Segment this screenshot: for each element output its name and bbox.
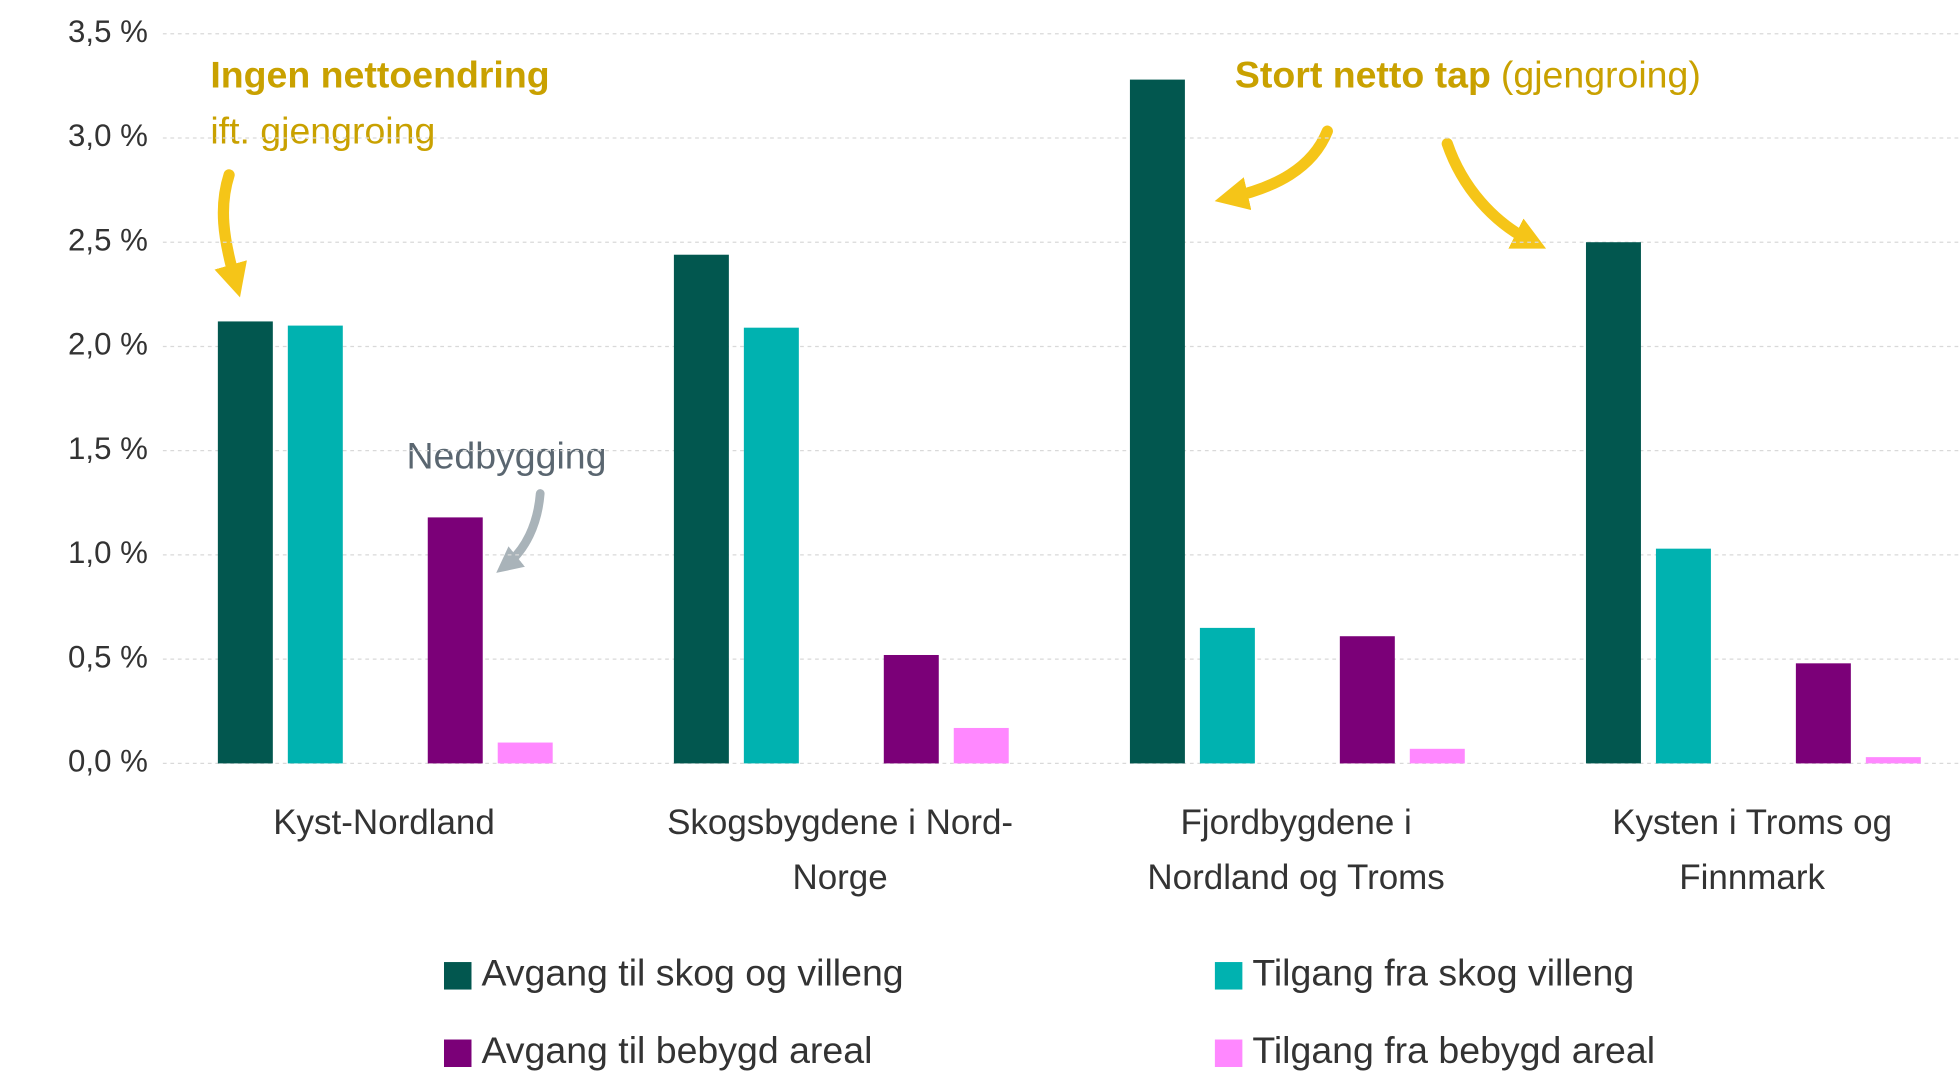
y-tick-label: 3,0 % [68, 118, 148, 153]
legend-label: Tilgang fra bebygd areal [1252, 1029, 1655, 1071]
arrow [1441, 138, 1547, 249]
annotation: ift. gjengroing [210, 110, 435, 152]
x-tick-label: Kysten i Troms og [1612, 803, 1892, 842]
x-tick-label: Kyst-Nordland [273, 803, 495, 842]
x-tick-label: Nordland og Troms [1147, 858, 1444, 897]
legend-label: Avgang til bebygd areal [481, 1029, 872, 1071]
legend-swatch [1214, 1039, 1243, 1068]
bar [1865, 757, 1921, 764]
annotation-bold: Stort netto tap [1235, 53, 1491, 95]
bar [743, 327, 799, 764]
y-tick-label: 1,0 % [68, 535, 148, 570]
bar [1585, 242, 1641, 764]
legend-swatch [443, 1039, 472, 1068]
annotation: Ingen nettoendring [210, 53, 549, 95]
annotation: Nedbygging [407, 434, 607, 476]
y-tick-label: 2,5 % [68, 222, 148, 257]
legend-swatch [1214, 962, 1243, 990]
y-tick-label: 3,5 % [68, 14, 148, 49]
legend-label: Tilgang fra skog villeng [1252, 952, 1634, 994]
bar [883, 654, 939, 764]
bar [287, 325, 343, 764]
bar [497, 742, 553, 764]
bar [1199, 627, 1255, 764]
annotation: Stort netto tap (gjengroing) [1235, 53, 1701, 95]
bar [427, 517, 483, 764]
y-tick-label: 1,5 % [68, 431, 148, 466]
bar [1655, 548, 1711, 764]
arrow [1214, 125, 1333, 211]
bar [953, 727, 1009, 764]
annotation-text: (gjengroing) [1501, 53, 1701, 95]
bar [217, 321, 273, 764]
x-tick-label: Skogsbygdene i Nord- [667, 803, 1013, 842]
bar [1795, 663, 1851, 764]
legend-label: Avgang til skog og villeng [481, 952, 903, 994]
annotation-arrows [214, 125, 1547, 573]
legend-swatch [443, 962, 472, 990]
x-tick-label: Finnmark [1679, 858, 1825, 897]
arrow [214, 169, 247, 298]
x-tick-label: Fjordbygdene i [1180, 803, 1411, 842]
y-tick-label: 0,0 % [68, 744, 148, 779]
arrow [496, 489, 545, 573]
bar [673, 254, 729, 764]
bar [1339, 636, 1395, 764]
y-tick-label: 2,0 % [68, 327, 148, 362]
x-tick-label: Norge [792, 858, 887, 897]
bar [1129, 79, 1185, 764]
bar [1409, 748, 1465, 764]
y-tick-label: 0,5 % [68, 639, 148, 674]
